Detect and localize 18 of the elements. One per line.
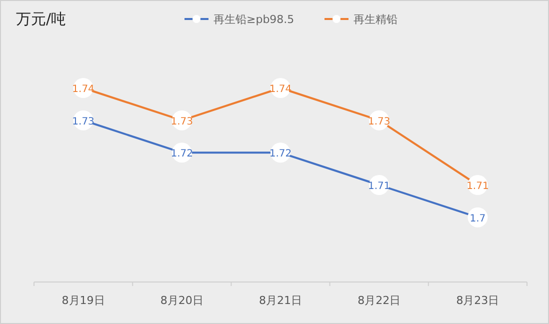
data-label: 1.73	[170, 116, 194, 128]
data-label: 1.74	[269, 84, 292, 95]
x-tick-label: 8月19日	[62, 294, 105, 307]
x-tick-label: 8月21日	[259, 294, 302, 307]
data-label: 1.74	[72, 84, 94, 95]
data-label: 1.7	[470, 213, 486, 224]
x-tick-label: 8月23日	[456, 294, 500, 307]
data-label: 1.73	[368, 116, 390, 128]
data-label: 1.72	[269, 148, 292, 160]
data-label: 1.73	[72, 116, 94, 128]
legend-label: 再生铅≥pb98.5	[214, 13, 294, 26]
data-label: 1.71	[368, 181, 390, 192]
y-axis-title: 万元/吨	[16, 10, 66, 28]
x-tick-label: 8月22日	[358, 294, 401, 307]
x-tick-label: 8月20日	[160, 294, 204, 307]
legend-label: 再生精铅	[354, 13, 398, 26]
data-label: 1.72	[170, 148, 194, 160]
data-label: 1.71	[466, 181, 489, 192]
